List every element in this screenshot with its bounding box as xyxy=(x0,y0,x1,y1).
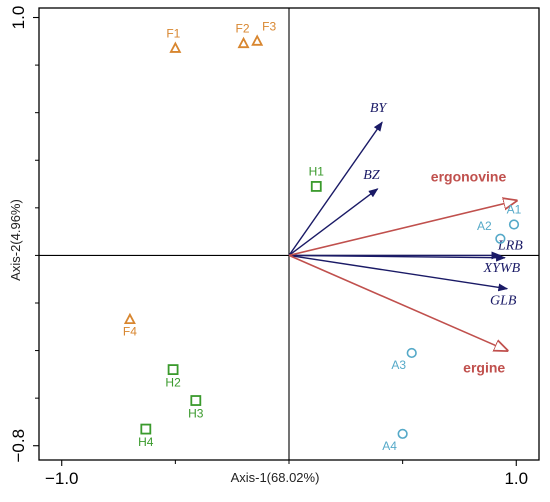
point-label-a2: A2 xyxy=(477,219,492,233)
point-label-a1: A1 xyxy=(507,202,522,216)
vector-label-bz: BZ xyxy=(363,168,380,183)
point-label-f4: F4 xyxy=(123,325,137,339)
point-label-h1: H1 xyxy=(309,164,325,178)
point-label-a4: A4 xyxy=(382,439,397,453)
point-label-h3: H3 xyxy=(188,407,204,421)
vector-label-by: BY xyxy=(370,101,389,116)
point-label-f3: F3 xyxy=(262,19,276,33)
x-tick-label: −1.0 xyxy=(45,469,79,488)
point-label-f2: F2 xyxy=(236,22,250,36)
vector-label-ergonovine: ergonovine xyxy=(431,169,507,185)
vector-label-lrb: LRB xyxy=(497,238,523,253)
y-tick-label: 1.0 xyxy=(9,6,28,30)
vector-label-xywb: XYWB xyxy=(483,261,521,276)
x-axis-title: Axis-1(68.02%) xyxy=(231,470,320,485)
vector-label-ergine: ergine xyxy=(463,360,505,376)
vector-label-glb: GLB xyxy=(490,294,517,309)
point-label-f1: F1 xyxy=(166,26,180,40)
point-label-a3: A3 xyxy=(391,358,406,372)
x-tick-label: 1.0 xyxy=(504,469,528,488)
point-label-h4: H4 xyxy=(138,435,154,449)
point-label-h2: H2 xyxy=(165,376,181,390)
y-axis-title: Axis-2(4.96%) xyxy=(8,199,23,281)
y-tick-label: −0.8 xyxy=(9,429,28,463)
